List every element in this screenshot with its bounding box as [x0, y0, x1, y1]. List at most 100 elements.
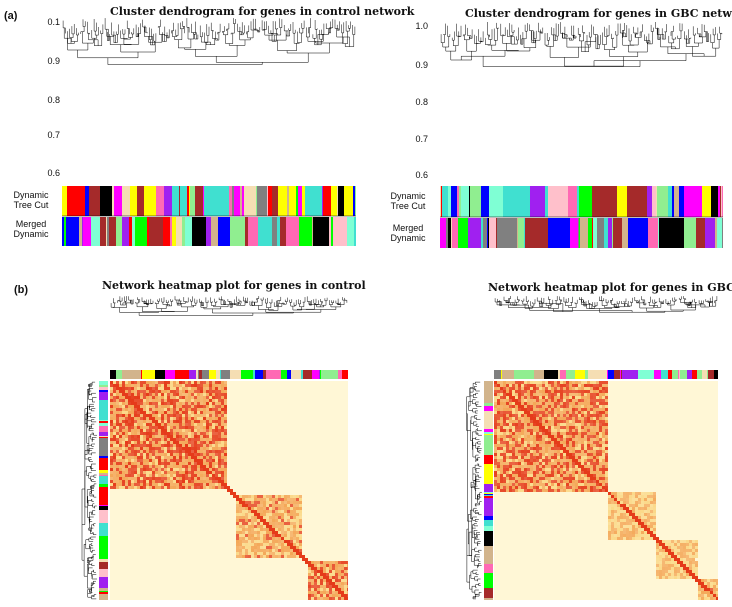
heatmap-cell — [287, 543, 290, 546]
heatmap-cell — [314, 579, 317, 582]
heatmap-cell — [131, 465, 134, 468]
heatmap-cell — [587, 444, 590, 447]
heatmap-cell — [149, 477, 152, 480]
heatmap-cell — [566, 408, 569, 411]
heatmap-cell — [578, 441, 581, 444]
heatmap-cell — [545, 459, 548, 462]
heatmap-cell — [293, 555, 296, 558]
heatmap-cell — [164, 390, 167, 393]
heatmap-cell — [524, 447, 527, 450]
heatmap-cell — [590, 462, 593, 465]
heatmap-cell — [221, 468, 224, 471]
heatmap-cell — [125, 408, 128, 411]
heatmap-cell — [140, 483, 143, 486]
heatmap-cell — [212, 417, 215, 420]
heatmap-cell — [140, 405, 143, 408]
heatmap-cell — [503, 477, 506, 480]
heatmap-cell — [254, 498, 257, 501]
heatmap-cell — [197, 465, 200, 468]
heatmap-cell — [182, 456, 185, 459]
heatmap-cell — [206, 390, 209, 393]
heatmap-cell — [521, 423, 524, 426]
heatmap-cell — [515, 429, 518, 432]
heatmap-cell — [605, 390, 608, 393]
heatmap-cell — [113, 438, 116, 441]
heatmap-cell — [599, 420, 602, 423]
heatmap-cell — [572, 396, 575, 399]
heatmap-cell — [296, 537, 299, 540]
heatmap-cell — [611, 519, 614, 522]
heatmap-cell — [551, 417, 554, 420]
heatmap-cell — [284, 549, 287, 552]
heatmap-cell — [689, 573, 692, 576]
heatmap-cell — [557, 456, 560, 459]
heatmap-cell — [173, 402, 176, 405]
heatmap-cell — [197, 486, 200, 489]
heatmap-cell — [203, 465, 206, 468]
heatmap-cell — [161, 486, 164, 489]
heatmap-cell — [119, 420, 122, 423]
heatmap-cell — [134, 414, 137, 417]
heatmap-cell — [128, 441, 131, 444]
heatmap-cell — [140, 438, 143, 441]
heatmap-cell — [626, 537, 629, 540]
module-color-segment — [66, 217, 79, 246]
heatmap-cell — [335, 591, 338, 594]
heatmap-cell — [275, 495, 278, 498]
heatmap-cell — [164, 435, 167, 438]
heatmap-cell — [335, 597, 338, 600]
heatmap-cell — [506, 480, 509, 483]
heatmap-cell — [590, 396, 593, 399]
heatmap-cell — [674, 546, 677, 549]
heatmap-cell — [587, 432, 590, 435]
heatmap-cell — [692, 549, 695, 552]
module-color-segment — [192, 217, 206, 246]
heatmap-cell — [167, 456, 170, 459]
heatmap-cell — [215, 480, 218, 483]
heatmap-cell — [137, 408, 140, 411]
heatmap-cell — [185, 435, 188, 438]
heatmap-cell — [251, 552, 254, 555]
heatmap-cell — [602, 468, 605, 471]
heatmap-cell — [494, 414, 497, 417]
heatmap-cell — [137, 411, 140, 414]
heatmap-cell — [116, 456, 119, 459]
heatmap-cell — [602, 480, 605, 483]
heatmap-cell — [146, 399, 149, 402]
heatmap-cell — [701, 582, 704, 585]
heatmap-cell — [548, 453, 551, 456]
heatmap-cell — [128, 420, 131, 423]
heatmap-cell — [173, 408, 176, 411]
heatmap-cell — [194, 396, 197, 399]
heatmap-cell — [137, 381, 140, 384]
heatmap-cell — [605, 393, 608, 396]
heatmap-cell — [176, 471, 179, 474]
heatmap-cell — [179, 483, 182, 486]
heatmap-cell — [590, 441, 593, 444]
heatmap-cell — [110, 420, 113, 423]
module-color-segment — [534, 370, 544, 379]
heatmap-cell — [695, 576, 698, 579]
heatmap-cell — [188, 426, 191, 429]
heatmap-cell — [251, 537, 254, 540]
heatmap-cell — [221, 411, 224, 414]
heatmap-cell — [173, 465, 176, 468]
heatmap-cell — [608, 510, 611, 513]
heatmap-cell — [248, 504, 251, 507]
heatmap-cell — [509, 435, 512, 438]
heatmap-cell — [206, 465, 209, 468]
heatmap-cell — [239, 540, 242, 543]
heatmap-cell — [677, 552, 680, 555]
heatmap-cell — [119, 393, 122, 396]
heatmap-cell — [191, 396, 194, 399]
heatmap-cell — [347, 576, 348, 579]
heatmap-cell — [167, 420, 170, 423]
heatmap-cell — [515, 420, 518, 423]
heatmap-cell — [584, 453, 587, 456]
heatmap-cell — [137, 474, 140, 477]
heatmap-cell — [497, 477, 500, 480]
heatmap-cell — [266, 534, 269, 537]
heatmap-cell — [299, 549, 302, 552]
heatmap-cell — [500, 477, 503, 480]
module-color-segment — [82, 217, 83, 246]
